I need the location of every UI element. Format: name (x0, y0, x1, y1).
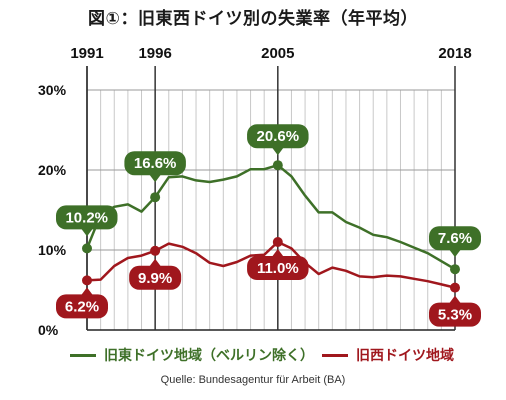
data-point-marker (82, 243, 92, 254)
callout-bubble (56, 205, 118, 230)
callout-pointer (271, 147, 284, 156)
data-point-marker (272, 160, 283, 171)
callout-bubble (247, 256, 309, 280)
x-tick-label: 2005 (261, 45, 294, 62)
data-label: 6.2% (65, 298, 99, 315)
legend-item-west: 旧西ドイツ地域 (322, 345, 454, 365)
data-label: 16.6% (134, 155, 177, 172)
callout-pointer (81, 228, 93, 237)
data-label: 20.6% (257, 128, 300, 145)
chart-title: 図①：旧東西ドイツ別の失業率（年平均） (88, 9, 418, 29)
callout-pointer (81, 287, 93, 296)
legend-label-east: 旧東ドイツ地域（ベルリン除く） (104, 348, 314, 364)
callout-pointer (149, 174, 162, 183)
y-tick-label: 10% (38, 242, 67, 258)
data-label: 5.3% (438, 307, 472, 324)
callout-bubble (124, 151, 186, 176)
legend-swatch-east (70, 353, 96, 357)
callout-bubble (129, 265, 182, 290)
callout-pointer (149, 258, 162, 267)
data-point-marker (82, 275, 92, 286)
callout-pointer (271, 249, 284, 257)
series-line-east (85, 163, 456, 271)
legend-swatch-west (322, 353, 348, 357)
source-note: Quelle: Bundesagentur für Arbeit (BA) (160, 374, 346, 386)
callout-bubble (247, 124, 309, 149)
data-label: 10.2% (65, 209, 108, 226)
x-tick-label: 1991 (70, 45, 103, 62)
callout-bubble (56, 294, 108, 319)
data-point-marker (450, 282, 460, 293)
data-label: 7.6% (438, 230, 472, 247)
callout-bubble (429, 226, 481, 251)
callout-pointer (449, 295, 461, 304)
data-point-marker (150, 245, 161, 256)
legend: 旧東ドイツ地域（ベルリン除く） 旧西ドイツ地域 (0, 345, 506, 365)
x-tick-label: 2018 (438, 45, 471, 62)
y-tick-label: 20% (38, 162, 67, 178)
data-point-marker (272, 237, 283, 247)
x-tick-label: 1996 (138, 45, 171, 62)
data-label: 11.0% (257, 260, 299, 277)
data-label: 9.9% (138, 270, 172, 287)
callout-bubble (429, 302, 481, 327)
legend-label-west: 旧西ドイツ地域 (356, 348, 454, 364)
series-line-west (86, 240, 456, 289)
data-point-marker (450, 264, 460, 275)
y-tick-label: 0% (38, 322, 59, 338)
legend-item-east: 旧東ドイツ地域（ベルリン除く） (70, 345, 314, 365)
y-tick-label: 30% (38, 82, 67, 98)
data-point-marker (150, 192, 161, 203)
callout-pointer (449, 249, 461, 258)
